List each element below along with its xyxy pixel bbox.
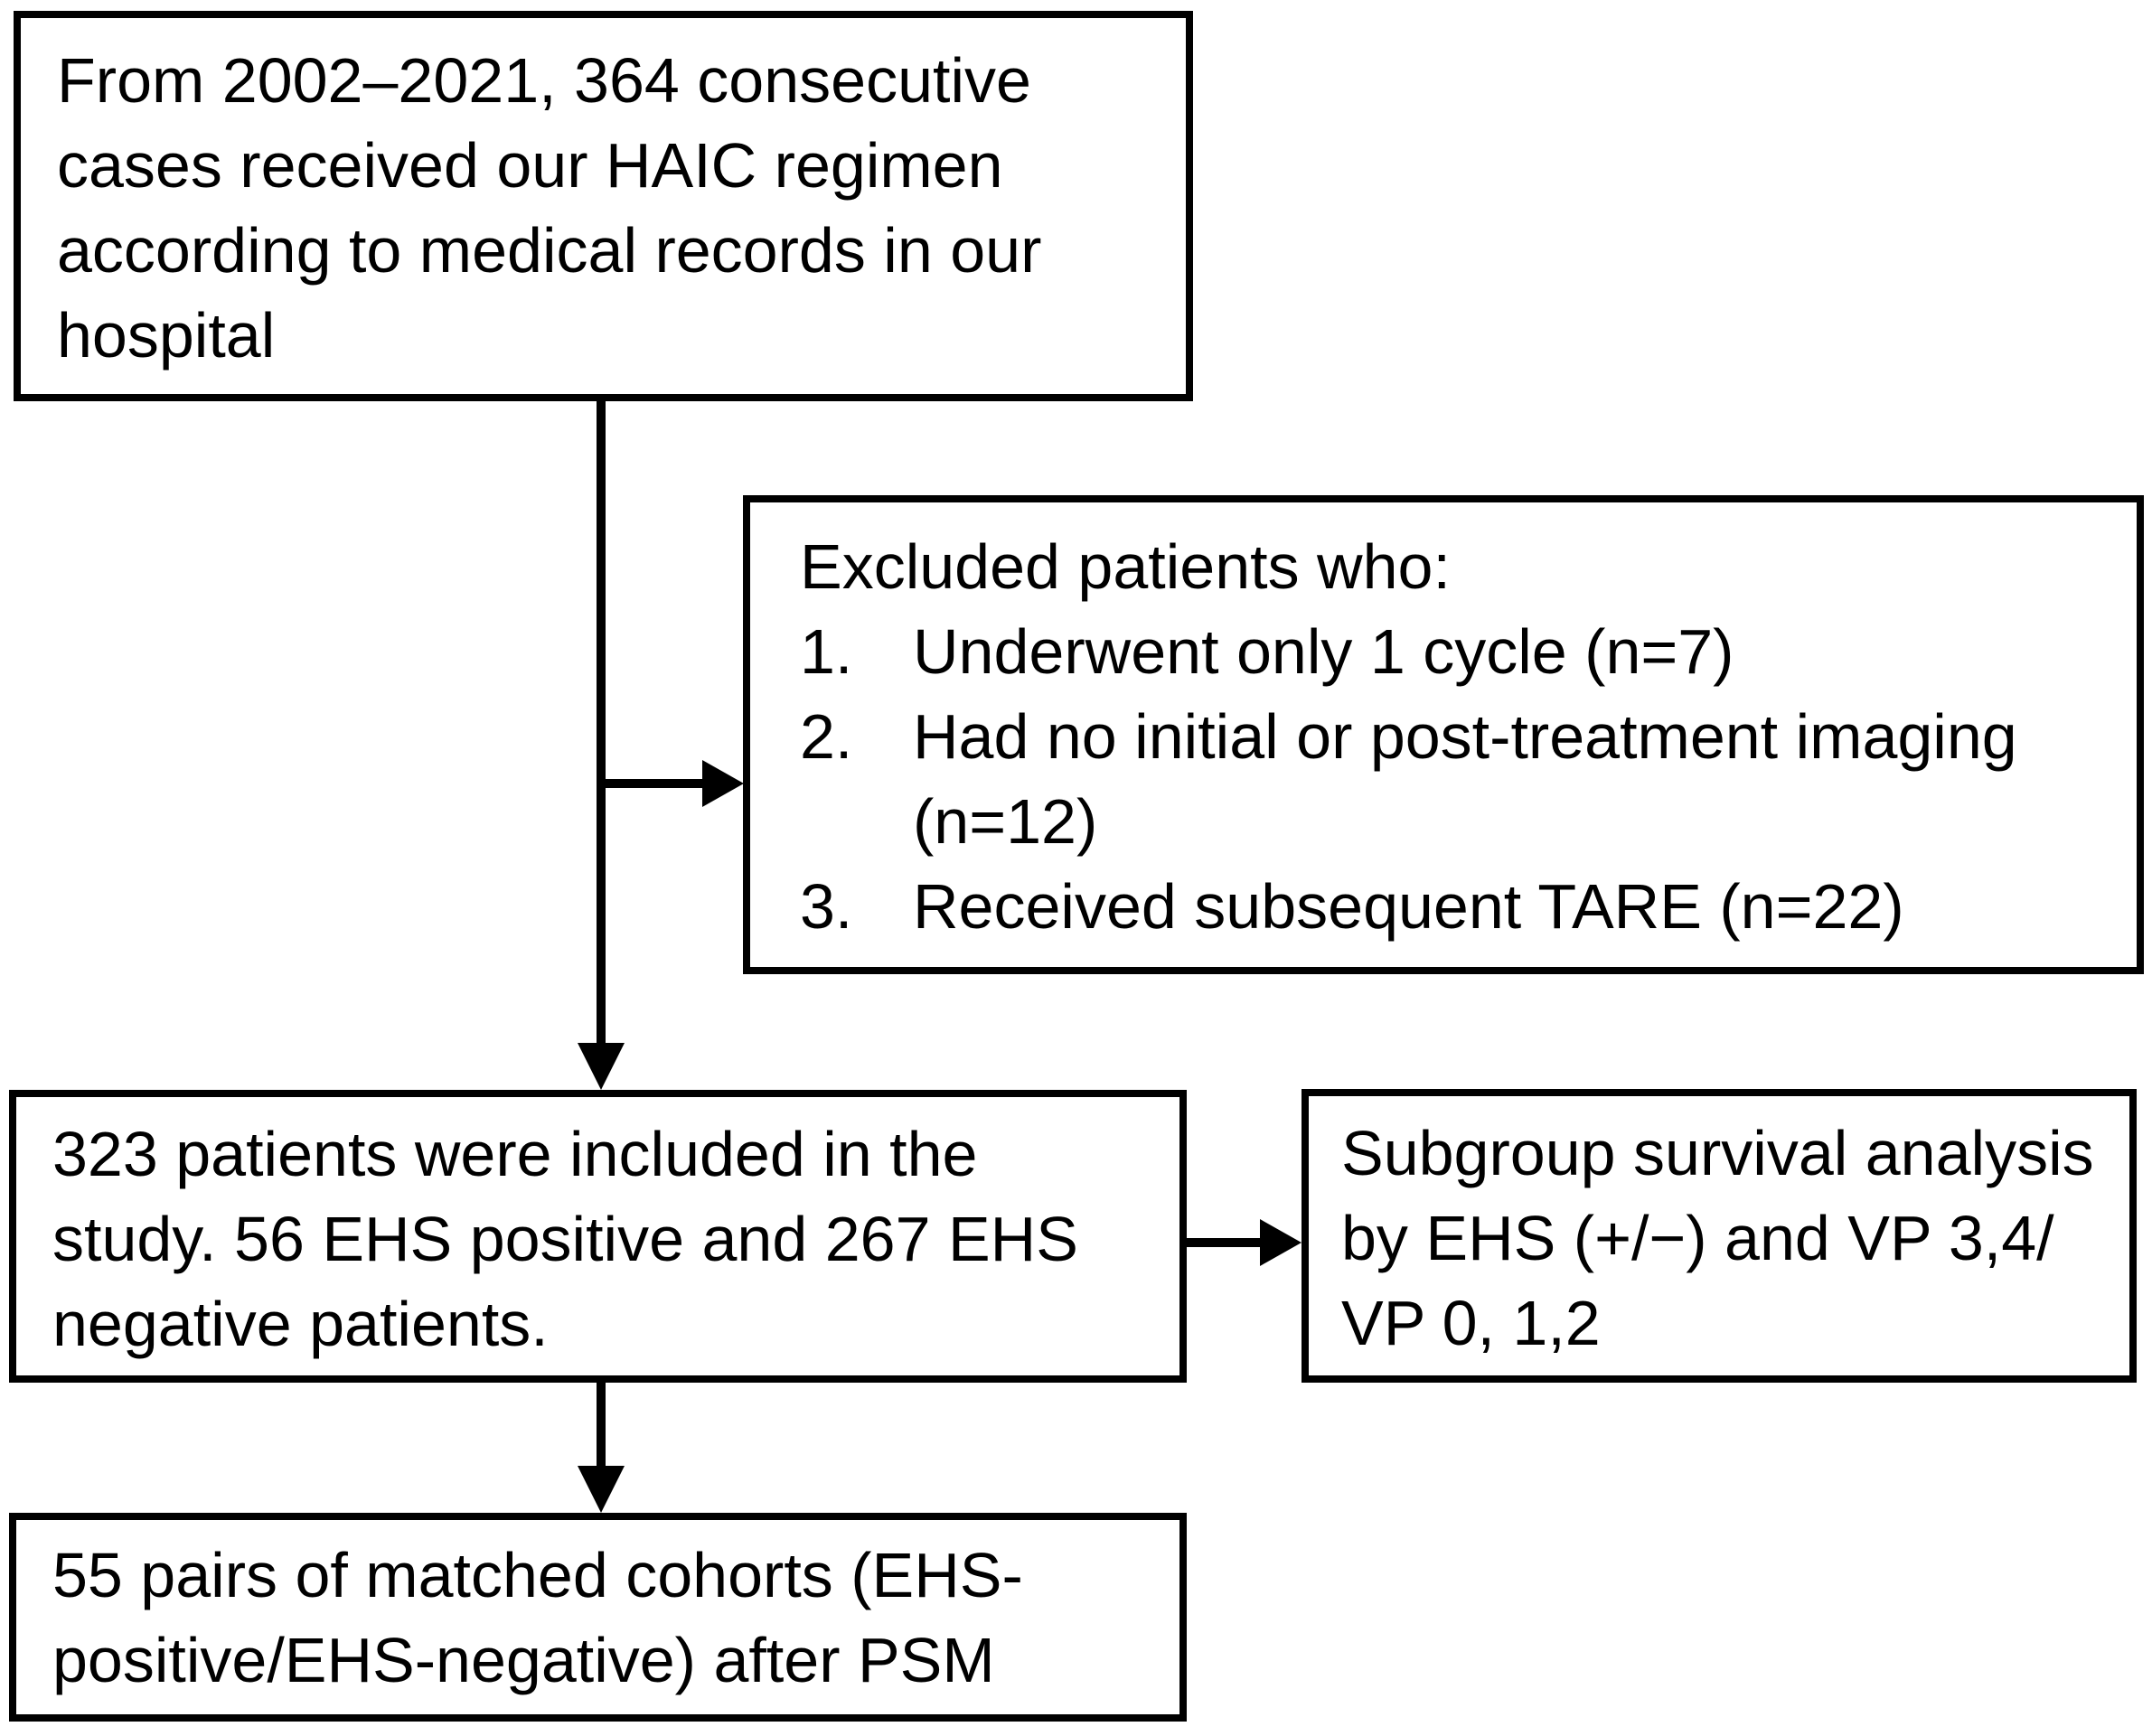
- source-box-text: From 2002–2021, 364 consecutive cases re…: [57, 45, 1042, 371]
- exclusion-item-2-number: 2.: [800, 701, 853, 772]
- exclusion-item-1-number: 1.: [800, 616, 853, 687]
- arrow-source-to-included-head-icon: [578, 1043, 625, 1090]
- matched-box-text: 55 pairs of matched cohorts (EHS- positi…: [52, 1540, 1023, 1695]
- exclusion-box: Excluded patients who: 1. Underwent only…: [743, 495, 2144, 974]
- exclusion-item-1: 1. Underwent only 1 cycle (n=7): [800, 609, 2119, 694]
- matched-box: 55 pairs of matched cohorts (EHS- positi…: [9, 1513, 1187, 1722]
- arrow-branch-to-exclusion-head-icon: [702, 760, 744, 807]
- included-box-text: 323 patients were included in the study.…: [52, 1119, 1078, 1359]
- subgroup-box-text: Subgroup survival analysis by EHS (+/−) …: [1341, 1118, 2094, 1358]
- arrow-source-to-included-line: [597, 401, 606, 1045]
- exclusion-item-3-number: 3.: [800, 871, 853, 942]
- arrow-included-to-matched-head-icon: [578, 1466, 625, 1513]
- source-box: From 2002–2021, 364 consecutive cases re…: [14, 11, 1193, 401]
- arrow-included-to-subgroup-head-icon: [1260, 1219, 1302, 1266]
- exclusion-item-2-text: Had no initial or post-treatment imaging…: [913, 701, 2017, 857]
- exclusion-item-1-text: Underwent only 1 cycle (n=7): [913, 616, 1734, 687]
- arrow-branch-to-exclusion-line: [601, 779, 704, 788]
- exclusion-heading: Excluded patients who:: [800, 531, 1451, 602]
- exclusion-item-3: 3. Received subsequent TARE (n=22): [800, 864, 2119, 949]
- arrow-included-to-subgroup-line: [1187, 1238, 1261, 1247]
- arrow-included-to-matched-line: [597, 1383, 606, 1468]
- exclusion-item-3-text: Received subsequent TARE (n=22): [913, 871, 1904, 942]
- subgroup-box: Subgroup survival analysis by EHS (+/−) …: [1302, 1089, 2137, 1383]
- exclusion-item-2: 2. Had no initial or post-treatment imag…: [800, 694, 2119, 864]
- included-box: 323 patients were included in the study.…: [9, 1090, 1187, 1383]
